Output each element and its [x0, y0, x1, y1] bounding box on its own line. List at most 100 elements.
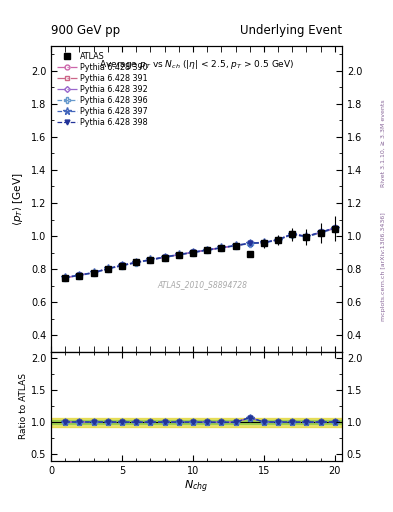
Pythia 6.428 392: [304, 233, 309, 240]
Line: Pythia 6.428 391: Pythia 6.428 391: [63, 226, 337, 280]
Pythia 6.428 396: [276, 237, 281, 243]
Pythia 6.428 390: [304, 233, 309, 240]
Pythia 6.428 398: [205, 247, 209, 253]
Pythia 6.428 397: [77, 272, 82, 278]
Pythia 6.428 397: [276, 237, 281, 243]
Pythia 6.428 392: [276, 237, 281, 243]
Pythia 6.428 392: [318, 229, 323, 236]
Y-axis label: Ratio to ATLAS: Ratio to ATLAS: [19, 373, 28, 439]
Pythia 6.428 390: [332, 225, 337, 231]
Pythia 6.428 392: [134, 259, 139, 265]
Pythia 6.428 391: [290, 231, 295, 238]
Pythia 6.428 396: [148, 257, 153, 263]
Pythia 6.428 398: [105, 266, 110, 272]
Line: Pythia 6.428 392: Pythia 6.428 392: [63, 226, 337, 280]
Text: mcplots.cern.ch [arXiv:1306.3436]: mcplots.cern.ch [arXiv:1306.3436]: [381, 212, 386, 321]
Pythia 6.428 391: [119, 263, 124, 269]
Pythia 6.428 398: [304, 233, 309, 240]
Pythia 6.428 391: [148, 257, 153, 263]
Pythia 6.428 396: [332, 225, 337, 231]
Text: Underlying Event: Underlying Event: [240, 25, 342, 37]
Pythia 6.428 396: [247, 241, 252, 247]
Pythia 6.428 391: [134, 260, 139, 266]
Pythia 6.428 397: [290, 230, 295, 237]
Pythia 6.428 398: [119, 262, 124, 268]
Pythia 6.428 392: [205, 247, 209, 253]
Pythia 6.428 396: [219, 245, 224, 251]
Pythia 6.428 398: [134, 260, 139, 266]
Pythia 6.428 398: [318, 229, 323, 236]
Pythia 6.428 397: [162, 254, 167, 260]
Pythia 6.428 391: [276, 237, 281, 243]
Pythia 6.428 397: [176, 251, 181, 258]
Pythia 6.428 398: [233, 243, 238, 249]
Pythia 6.428 390: [205, 247, 209, 253]
X-axis label: $N_{chg}$: $N_{chg}$: [184, 478, 209, 495]
Pythia 6.428 390: [233, 243, 238, 249]
Pythia 6.428 390: [162, 254, 167, 260]
Pythia 6.428 392: [290, 231, 295, 237]
Pythia 6.428 397: [261, 239, 266, 245]
Pythia 6.428 396: [205, 247, 209, 253]
Pythia 6.428 392: [148, 257, 153, 263]
Pythia 6.428 396: [261, 240, 266, 246]
Pythia 6.428 391: [63, 275, 68, 281]
Pythia 6.428 391: [77, 272, 82, 279]
Pythia 6.428 398: [191, 249, 195, 255]
Pythia 6.428 390: [318, 229, 323, 236]
Pythia 6.428 397: [148, 257, 153, 263]
Text: Rivet 3.1.10, ≥ 3.3M events: Rivet 3.1.10, ≥ 3.3M events: [381, 99, 386, 187]
Pythia 6.428 390: [105, 266, 110, 272]
Pythia 6.428 391: [176, 252, 181, 258]
Line: Pythia 6.428 398: Pythia 6.428 398: [63, 226, 337, 280]
Pythia 6.428 396: [162, 254, 167, 261]
Pythia 6.428 391: [205, 247, 209, 253]
Pythia 6.428 391: [105, 266, 110, 272]
Pythia 6.428 398: [77, 272, 82, 278]
Pythia 6.428 392: [219, 245, 224, 251]
Pythia 6.428 397: [134, 259, 139, 265]
Pythia 6.428 398: [290, 231, 295, 237]
Pythia 6.428 396: [304, 234, 309, 240]
Pythia 6.428 397: [304, 233, 309, 239]
Pythia 6.428 396: [176, 252, 181, 258]
Pythia 6.428 396: [134, 260, 139, 266]
Pythia 6.428 391: [332, 225, 337, 231]
Pythia 6.428 398: [176, 251, 181, 258]
Line: Pythia 6.428 397: Pythia 6.428 397: [61, 224, 339, 281]
Pythia 6.428 391: [219, 245, 224, 251]
Pythia 6.428 398: [276, 237, 281, 243]
Pythia 6.428 397: [191, 249, 195, 255]
Pythia 6.428 397: [205, 247, 209, 253]
Line: Pythia 6.428 396: Pythia 6.428 396: [62, 226, 338, 281]
Pythia 6.428 397: [233, 242, 238, 248]
Pythia 6.428 396: [77, 272, 82, 279]
Text: 900 GeV pp: 900 GeV pp: [51, 25, 120, 37]
Pythia 6.428 398: [91, 270, 96, 276]
Pythia 6.428 398: [261, 240, 266, 246]
Pythia 6.428 391: [318, 230, 323, 236]
Pythia 6.428 392: [77, 272, 82, 278]
Pythia 6.428 390: [134, 260, 139, 266]
Pythia 6.428 390: [247, 240, 252, 246]
Pythia 6.428 396: [119, 263, 124, 269]
Pythia 6.428 398: [162, 254, 167, 260]
Y-axis label: $\langle p_T \rangle$ [GeV]: $\langle p_T \rangle$ [GeV]: [11, 172, 25, 226]
Pythia 6.428 396: [105, 266, 110, 272]
Pythia 6.428 396: [91, 270, 96, 276]
Pythia 6.428 392: [91, 269, 96, 275]
Pythia 6.428 390: [261, 240, 266, 246]
Pythia 6.428 392: [63, 274, 68, 281]
Pythia 6.428 392: [191, 249, 195, 255]
Pythia 6.428 390: [290, 231, 295, 237]
Pythia 6.428 397: [91, 269, 96, 275]
Pythia 6.428 398: [219, 245, 224, 251]
Pythia 6.428 390: [148, 257, 153, 263]
Pythia 6.428 390: [63, 274, 68, 281]
Pythia 6.428 397: [247, 240, 252, 246]
Text: ATLAS_2010_S8894728: ATLAS_2010_S8894728: [157, 280, 247, 289]
Line: Pythia 6.428 390: Pythia 6.428 390: [63, 226, 337, 280]
Pythia 6.428 392: [162, 254, 167, 260]
Pythia 6.428 396: [318, 230, 323, 236]
Pythia 6.428 398: [247, 240, 252, 246]
